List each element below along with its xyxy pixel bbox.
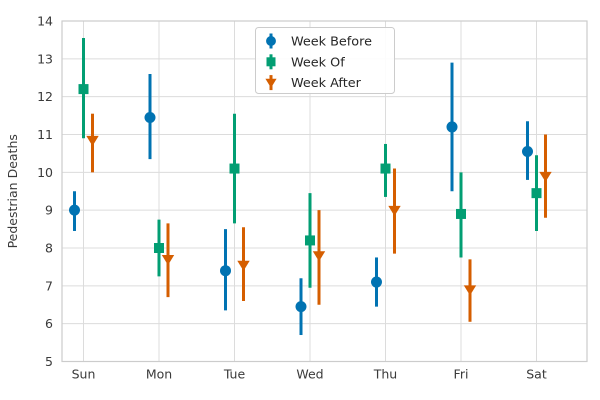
data-point-triangle (237, 260, 250, 271)
x-tick-label: Tue (223, 367, 246, 382)
y-tick-label: 5 (45, 354, 53, 369)
data-point-square (78, 84, 89, 95)
x-tick-label: Fri (454, 367, 469, 382)
y-tick-label: 10 (37, 165, 53, 180)
y-tick-label: 7 (45, 278, 53, 293)
y-axis-label: Pedestrian Deaths (5, 134, 20, 248)
data-point-circle (220, 265, 231, 277)
y-tick-label: 9 (45, 203, 53, 218)
data-point-circle (144, 111, 156, 123)
legend-label: Week After (291, 76, 362, 91)
data-point-square (531, 188, 542, 199)
y-tick-label: 11 (37, 127, 53, 142)
legend: Week Before Week Of Week After (255, 27, 395, 94)
x-tick-label: Mon (146, 367, 172, 382)
data-point-triangle (265, 78, 277, 88)
x-tick-label: Thu (373, 367, 397, 382)
data-point-triangle (539, 171, 552, 182)
series-week-after (86, 113, 552, 322)
y-tick-label: 13 (37, 51, 53, 66)
data-point-circle (522, 146, 533, 158)
y-tick-label: 12 (37, 89, 53, 104)
data-point-square (456, 208, 466, 219)
data-point-square (229, 163, 240, 174)
data-point-square (154, 243, 164, 253)
y-tick-label: 8 (45, 241, 53, 256)
data-point-circle (266, 36, 276, 46)
data-point-triangle (86, 135, 99, 146)
y-tick-label: 6 (45, 316, 53, 331)
legend-label: Week Before (291, 35, 372, 50)
x-tick-label: Sat (526, 367, 547, 382)
data-point-triangle (161, 255, 175, 266)
data-point-square (266, 57, 276, 67)
x-tick-label: Wed (296, 367, 323, 382)
data-point-square (305, 235, 315, 246)
data-point-triangle (388, 205, 401, 216)
x-tick-label: Sun (72, 367, 96, 382)
series-week-before (69, 62, 533, 336)
axes-spines (61, 20, 588, 363)
data-point-circle (446, 121, 458, 133)
data-point-triangle (312, 251, 326, 262)
data-point-circle (295, 301, 307, 313)
data-point-circle (69, 204, 80, 216)
data-point-triangle (463, 285, 477, 296)
y-tick-label: 14 (37, 14, 53, 29)
legend-label: Week Of (291, 55, 345, 70)
legend-box (255, 27, 395, 94)
data-point-square (380, 163, 391, 174)
data-point-circle (371, 276, 382, 288)
series-week-of (78, 38, 542, 288)
